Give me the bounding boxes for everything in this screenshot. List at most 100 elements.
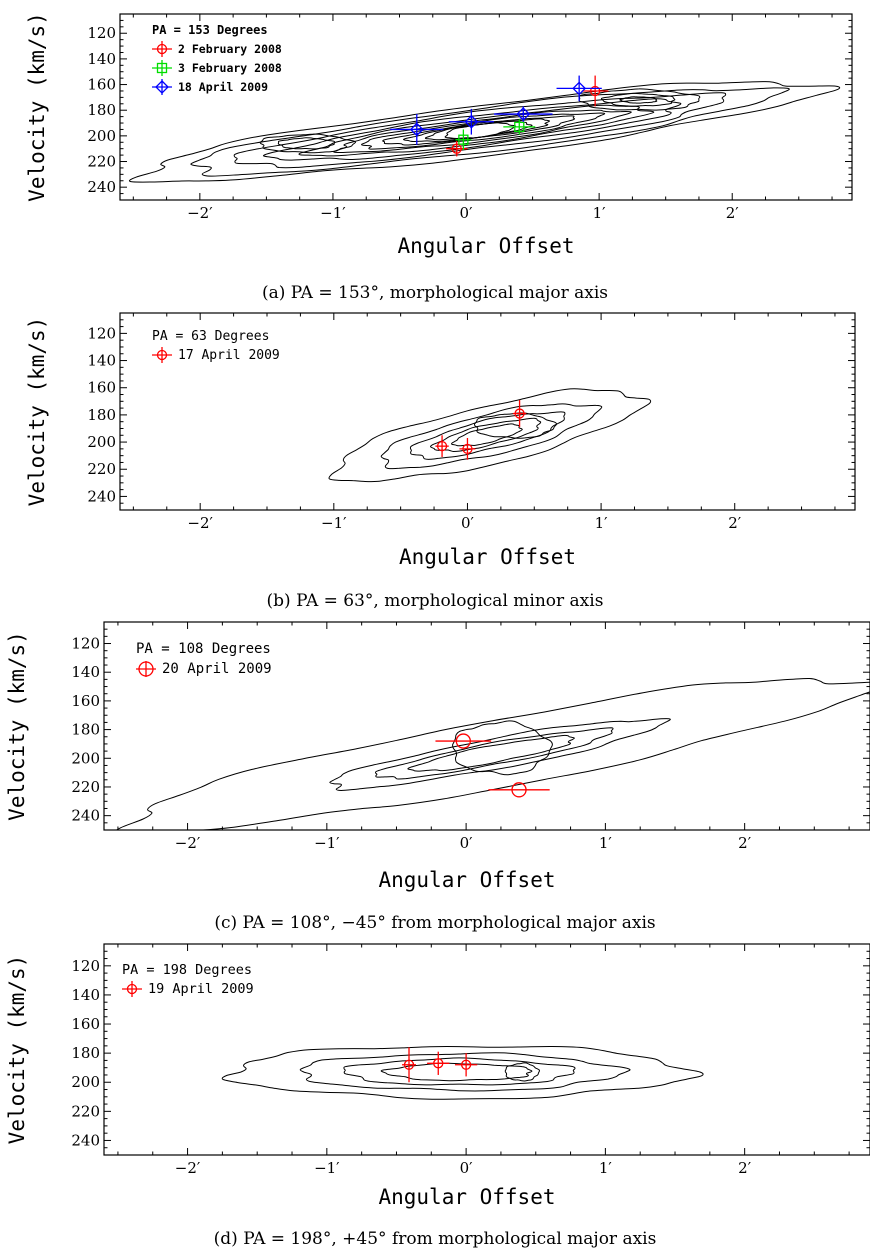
data-point [488,782,550,798]
contour-line [600,92,676,107]
y-tick-label: 140 [87,352,116,370]
y-tick-label: 240 [87,487,116,505]
y-axis-label: Velocity (km/s) [25,317,49,507]
panel-caption: (d) PA = 198°, +45° from morphological m… [214,1229,657,1249]
x-tick-label: 1′ [593,204,607,222]
data-point-marker [156,62,168,74]
series-19-april-2009 [402,1047,478,1083]
plot-frame [103,943,870,1156]
x-tick-label: 0′ [460,1159,474,1177]
legend: PA = 198 Degrees 19 April 2009 [122,962,254,997]
legend-entry: 2 February 2008 [178,42,282,56]
contour-line [407,734,575,772]
y-tick-label: 120 [71,635,100,653]
x-tick-label: 0′ [460,834,474,852]
x-tick-label: 1′ [599,1159,613,1177]
x-tick-label: 1′ [599,834,613,852]
contour-line [262,98,682,161]
data-point-marker [514,121,525,133]
y-tick-label: 180 [71,1044,100,1062]
y-tick-label: 200 [71,749,100,767]
contour-line [329,718,671,792]
data-point-marker [451,143,462,154]
panel-a: −2′ −1′ 0′ 1′ 2′ 120 140 160 180 200 220 240 PA = 15… [25,12,853,303]
data-point [459,437,476,460]
panel-caption: (b) PA = 63°, morphological minor axis [267,591,604,611]
x-tick-label: −2′ [187,514,213,532]
data-point [512,399,527,428]
data-point-marker [455,733,471,749]
contour-line [452,720,553,776]
contour-line [380,1062,533,1082]
y-tick-label: 120 [71,957,100,975]
data-point [493,106,553,122]
contour-line [128,81,841,183]
x-tick-label: 1′ [595,514,609,532]
data-point-marker [155,80,169,94]
data-point-marker [126,983,138,995]
y-tick-label: 200 [87,127,116,145]
contour-map [328,388,652,483]
panel-d: −2′ −1′ 0′ 1′ 2′ 120 140 160 180 200 220 240 PA = 19… [5,943,870,1249]
y-tick-label: 240 [71,807,100,825]
contour-line [298,104,655,157]
x-tick-label: 0′ [461,514,475,532]
legend-entry: 18 April 2009 [178,80,268,94]
data-point-marker [514,408,525,419]
contour-map [128,81,841,183]
y-tick-label: 220 [71,1102,100,1120]
x-tick-label: 2′ [726,204,740,222]
data-point-marker [156,43,168,55]
data-point [454,1053,478,1077]
y-tick-label: 220 [87,153,116,171]
data-point-marker [460,1059,472,1070]
x-tick-label: 2′ [728,514,742,532]
y-tick-label: 160 [87,76,116,94]
x-tick-label: −1′ [320,204,346,222]
data-point [455,129,472,150]
y-axis-label: Velocity (km/s) [5,631,29,821]
contour-line [259,133,357,154]
y-tick-label: 180 [87,101,116,119]
data-point [556,75,602,102]
x-tick-label: −1′ [314,1159,340,1177]
data-point-marker [516,107,531,121]
y-tick-label: 140 [71,663,100,681]
contour-line [504,1062,541,1082]
x-tick-label: 2′ [738,1159,752,1177]
contour-map [115,677,870,830]
y-tick-label: 240 [71,1131,100,1149]
contour-line [619,96,658,104]
y-tick-label: 180 [87,406,116,424]
data-point-marker [436,440,448,452]
y-tick-label: 160 [71,692,100,710]
legend-title: PA = 198 Degrees [122,962,252,978]
legend-entry: 19 April 2009 [148,981,254,997]
data-point-marker [458,134,469,145]
contour-line [382,115,575,146]
series-18-april-2009 [390,75,602,145]
y-tick-label: 120 [87,24,116,42]
contour-line [299,1052,631,1092]
y-tick-label: 140 [71,986,100,1004]
y-axis-label: Velocity (km/s) [25,12,49,202]
data-point-marker [156,349,168,361]
contour-line [473,412,558,439]
data-point-marker [138,661,154,677]
x-tick-label: −2′ [175,1159,201,1177]
plot-frame [119,13,853,201]
data-point [402,1047,416,1083]
x-tick-label: −1′ [321,514,347,532]
contour-map [221,1045,704,1100]
x-tick-label: 0′ [460,204,474,222]
legend-title: PA = 153 Degrees [152,23,268,37]
y-tick-label: 240 [87,178,116,196]
y-tick-label: 160 [87,379,116,397]
y-tick-label: 160 [71,1015,100,1033]
contour-line [451,423,523,447]
series-2-february-2008 [446,75,609,157]
y-tick-label: 200 [71,1073,100,1091]
contour-line [190,87,790,177]
data-point-marker [403,1059,415,1070]
x-tick-label: 2′ [738,834,752,852]
